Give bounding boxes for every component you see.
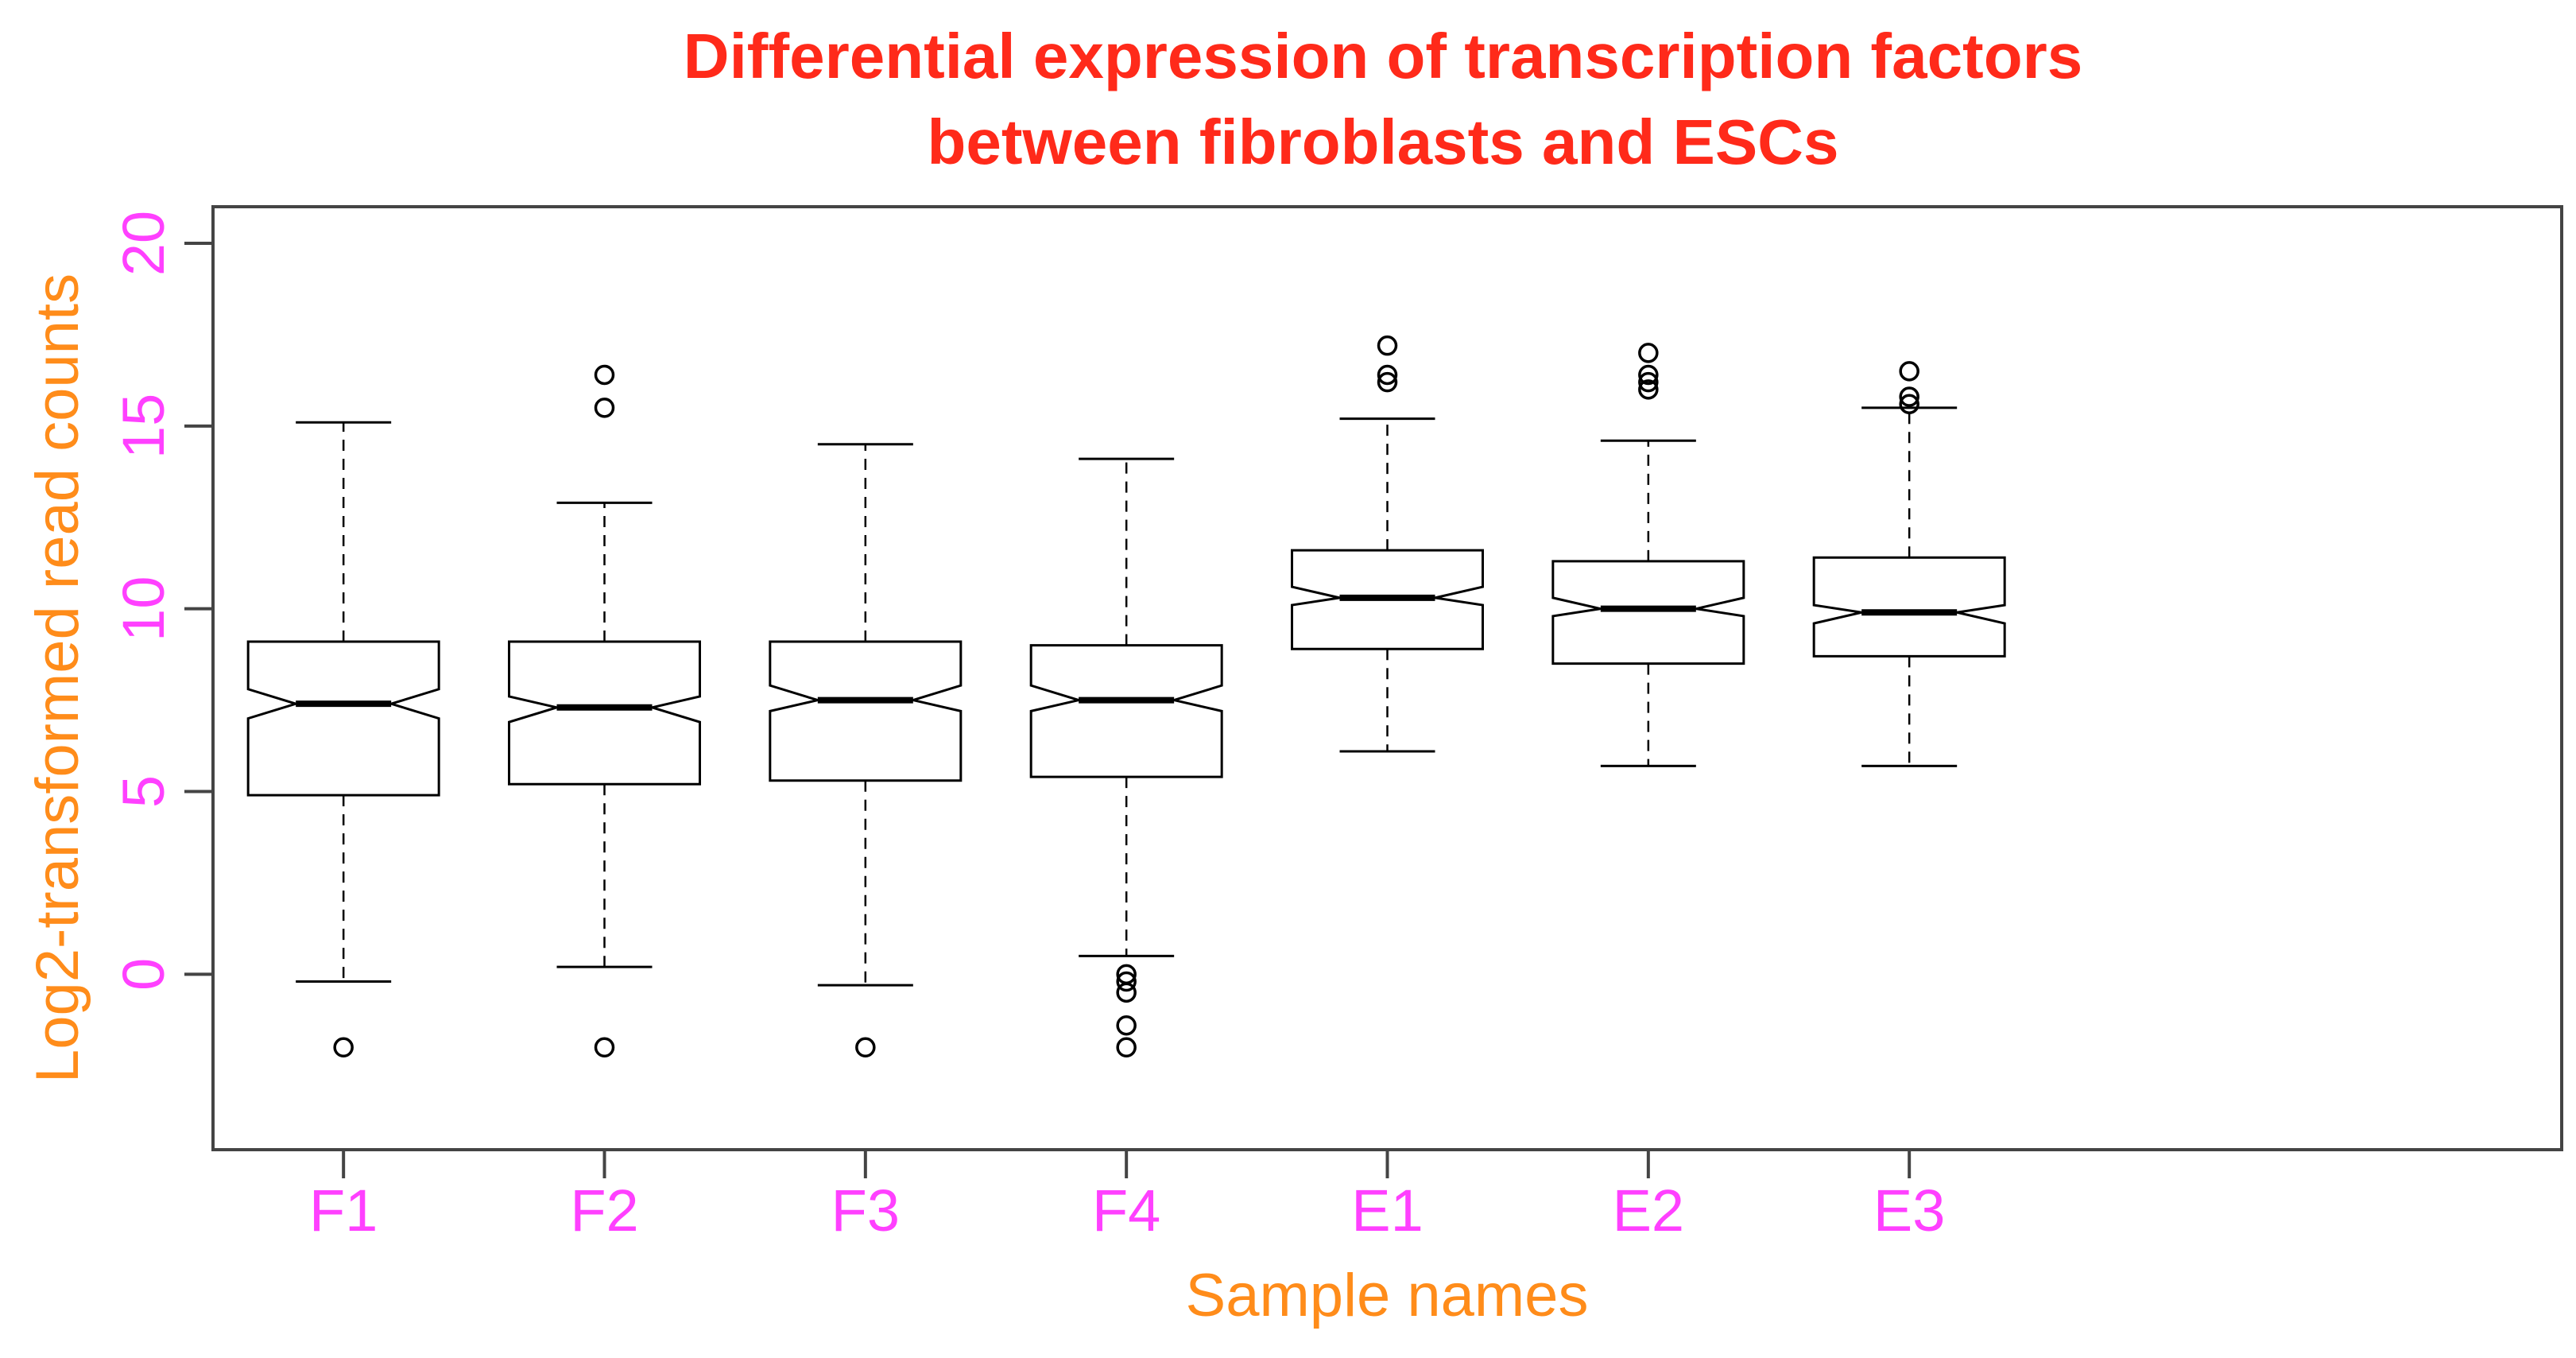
box-E3 xyxy=(1812,361,2006,767)
notched-box-F1 xyxy=(246,640,440,797)
x-axis-label: Sample names xyxy=(1186,1262,1589,1329)
y-tick-label-10: 10 xyxy=(110,576,176,642)
notched-box-F4 xyxy=(1029,644,1223,778)
x-axis: F1 F2 F3 F4 E1 E2 E3 xyxy=(309,1148,1946,1244)
outlier-F4-3 xyxy=(1116,971,1137,992)
outlier-F4-1 xyxy=(1116,1015,1137,1036)
outlier-E3-0 xyxy=(1899,394,1919,414)
x-tick-label-E2: E2 xyxy=(1613,1178,1685,1244)
outlier-F4-4 xyxy=(1116,964,1137,985)
y-tick-label-15: 15 xyxy=(110,394,176,459)
outlier-E2-1 xyxy=(1638,371,1659,393)
y-tick-label-5: 5 xyxy=(110,775,176,808)
outlier-F2-0 xyxy=(594,1037,615,1058)
outlier-E2-3 xyxy=(1638,343,1659,363)
outlier-F4-0 xyxy=(1116,1037,1137,1058)
notched-box-E2 xyxy=(1551,560,1745,665)
outlier-E3-2 xyxy=(1899,361,1919,382)
box-F2 xyxy=(508,364,701,1058)
outlier-E2-2 xyxy=(1638,364,1659,386)
x-tick-label-E1: E1 xyxy=(1351,1178,1424,1244)
notched-box-F2 xyxy=(508,640,701,786)
outlier-E1-1 xyxy=(1377,364,1398,386)
y-tick-label-20: 20 xyxy=(110,211,176,276)
outlier-E2-0 xyxy=(1638,379,1659,400)
outlier-E1-0 xyxy=(1377,371,1398,393)
x-tick-label-F4: F4 xyxy=(1092,1178,1160,1244)
x-tick-label-F2: F2 xyxy=(570,1178,638,1244)
x-tick-label-F1: F1 xyxy=(309,1178,378,1244)
box-F4 xyxy=(1029,457,1223,1058)
chart-title-line-2: between fibroblasts and ESCs xyxy=(928,107,1839,177)
outlier-F3-0 xyxy=(855,1037,876,1058)
notched-box-F3 xyxy=(769,640,963,782)
outlier-E3-1 xyxy=(1899,386,1919,407)
notched-box-E3 xyxy=(1812,556,2006,658)
box-E2 xyxy=(1551,343,1745,767)
y-axis: 0 5 10 15 20 xyxy=(110,211,215,991)
y-axis-label: Log2-transformed read counts xyxy=(24,274,91,1083)
x-tick-label-E3: E3 xyxy=(1873,1178,1946,1244)
boxes-layer xyxy=(246,335,2006,1058)
box-F3 xyxy=(769,443,963,1058)
y-tick-label-0: 0 xyxy=(110,958,176,991)
box-E1 xyxy=(1291,335,1484,753)
box-F1 xyxy=(246,421,440,1058)
chart-title-line-1: Differential expression of transcription… xyxy=(684,21,2082,91)
outlier-F2-2 xyxy=(594,364,615,386)
outlier-F1-0 xyxy=(333,1037,354,1058)
outlier-F2-1 xyxy=(594,398,615,418)
x-tick-label-F3: F3 xyxy=(831,1178,900,1244)
outlier-E1-2 xyxy=(1377,335,1398,356)
